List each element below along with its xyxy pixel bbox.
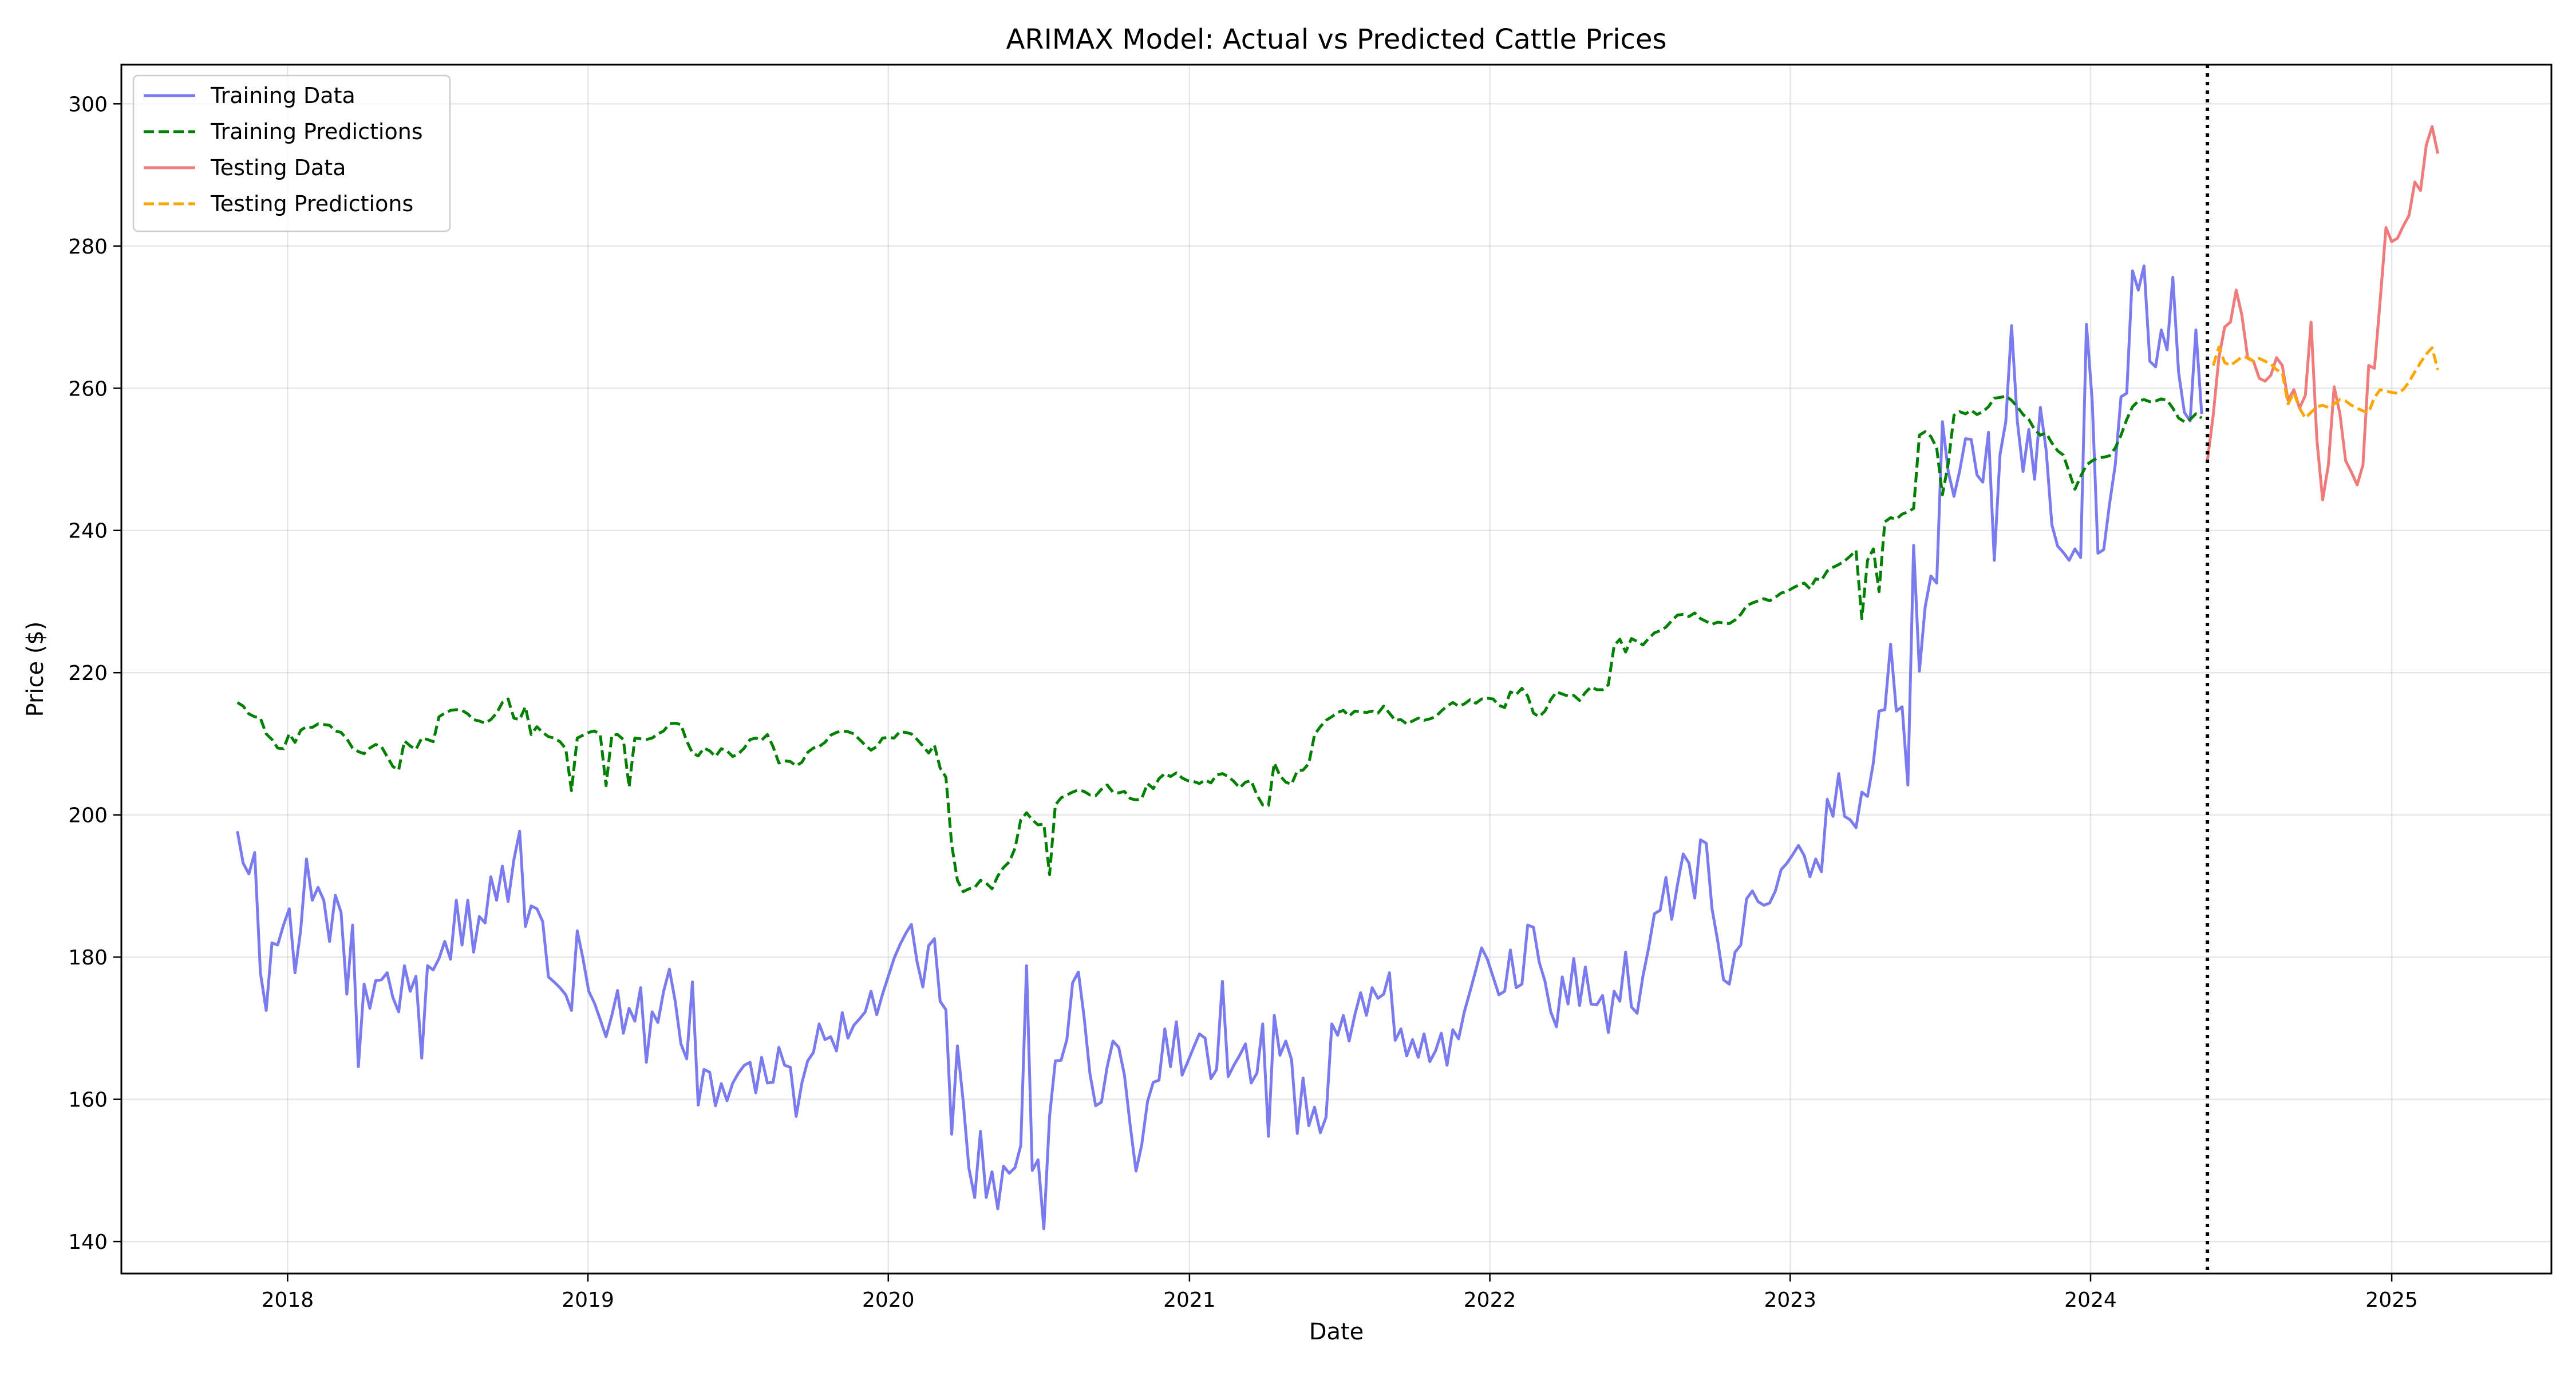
y-tick-label: 260 xyxy=(68,377,108,401)
series-line-training-predictions xyxy=(236,394,2203,893)
axis-ticks: 2018 2019 2020 2021 2022 2023 2024 2025 140 160 18… xyxy=(68,93,2418,1312)
y-tick-label: 140 xyxy=(68,1231,108,1254)
plot-series xyxy=(236,125,2440,1231)
x-tick-label: 2024 xyxy=(2064,1288,2117,1312)
legend: Training Data Training Predictions Testing… xyxy=(132,74,451,232)
chart-title: ARIMAX Model: Actual vs Predicted Cattle… xyxy=(1006,23,1667,56)
y-tick-label: 160 xyxy=(68,1089,108,1112)
y-tick-label: 300 xyxy=(68,93,108,116)
axes-frame xyxy=(120,64,2553,1275)
y-tick-label: 240 xyxy=(68,520,108,543)
series-line-training-data xyxy=(236,264,2203,1231)
x-axis-label: Date xyxy=(1309,1319,1364,1345)
x-tick-label: 2018 xyxy=(262,1288,314,1312)
y-tick-label: 220 xyxy=(68,662,108,685)
series-line-testing-predictions xyxy=(2211,345,2440,420)
x-tick-label: 2019 xyxy=(562,1288,614,1312)
y-tick-label: 280 xyxy=(68,235,108,259)
legend-label-training-data: Training Data xyxy=(210,83,355,108)
legend-box xyxy=(132,74,451,232)
x-tick-label: 2020 xyxy=(862,1288,915,1312)
x-tick-label: 2021 xyxy=(1163,1288,1216,1312)
x-tick-label: 2025 xyxy=(2365,1288,2418,1312)
y-tick-label: 200 xyxy=(68,804,108,828)
grid-lines xyxy=(121,65,2551,1274)
legend-label-testing-data: Testing Data xyxy=(210,155,346,180)
series-line-testing-data xyxy=(2206,125,2440,501)
legend-label-training-predictions: Training Predictions xyxy=(210,119,423,144)
x-tick-label: 2022 xyxy=(1464,1288,1516,1312)
x-tick-label: 2023 xyxy=(1764,1288,1816,1312)
y-axis-label: Price ($) xyxy=(22,622,49,717)
legend-label-testing-predictions: Testing Predictions xyxy=(210,191,413,216)
y-tick-label: 180 xyxy=(68,946,108,970)
